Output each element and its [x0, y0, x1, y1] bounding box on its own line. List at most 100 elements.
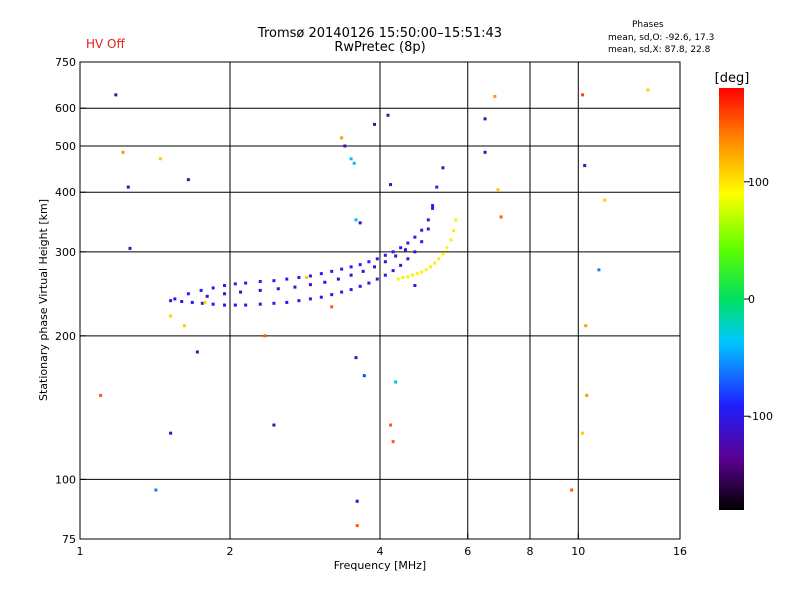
data-point	[349, 265, 353, 269]
data-point	[186, 178, 190, 182]
x-tick-label: 16	[673, 545, 687, 558]
data-point	[413, 235, 417, 239]
data-point	[375, 277, 379, 281]
data-point	[308, 297, 312, 301]
data-point	[343, 144, 347, 148]
data-point	[340, 290, 344, 294]
data-point	[435, 185, 439, 189]
data-point	[233, 282, 237, 286]
data-point	[399, 246, 403, 250]
data-point	[293, 285, 297, 289]
data-point	[349, 273, 353, 277]
data-point	[389, 423, 393, 427]
data-point	[308, 274, 312, 278]
data-point	[391, 250, 395, 254]
data-point	[355, 524, 359, 528]
data-point	[426, 218, 430, 222]
y-tick-label: 750	[55, 56, 76, 69]
data-point	[258, 279, 262, 283]
data-point	[391, 440, 395, 444]
y-tick-label: 75	[62, 533, 76, 546]
data-point	[399, 263, 403, 267]
data-point	[126, 185, 130, 189]
x-tick-label: 8	[527, 545, 534, 558]
data-point	[420, 228, 424, 232]
data-point	[263, 334, 267, 338]
data-point	[367, 260, 371, 264]
data-point	[349, 288, 353, 292]
data-point	[584, 324, 588, 328]
data-points	[99, 88, 650, 528]
data-point	[323, 280, 327, 284]
data-point	[239, 290, 243, 294]
data-point	[358, 221, 362, 225]
data-point	[205, 294, 209, 298]
data-point	[203, 300, 207, 304]
x-tick-label: 4	[377, 545, 384, 558]
data-point	[449, 238, 453, 242]
data-point	[297, 276, 301, 280]
data-point	[431, 204, 435, 208]
data-point	[383, 273, 387, 277]
data-point	[199, 288, 203, 292]
data-point	[426, 227, 430, 231]
data-point	[646, 88, 650, 92]
data-point	[319, 272, 323, 276]
data-point	[433, 261, 437, 265]
data-point	[319, 295, 323, 299]
data-point	[285, 277, 289, 281]
data-point	[285, 300, 289, 304]
data-point	[272, 423, 276, 427]
data-point	[340, 136, 344, 140]
data-point	[581, 431, 585, 435]
data-point	[499, 215, 503, 219]
data-point	[428, 265, 432, 269]
data-point	[121, 150, 125, 154]
hv-status-label: HV Off	[86, 37, 125, 51]
x-tick-label: 6	[464, 545, 471, 558]
data-point	[406, 257, 410, 261]
data-point	[349, 157, 353, 161]
data-point	[211, 286, 215, 290]
y-axis-label: Stationary phase Virtual Height [km]	[37, 199, 50, 401]
data-point	[223, 292, 227, 296]
data-point	[431, 206, 435, 210]
data-point	[182, 324, 186, 328]
data-point	[244, 303, 248, 307]
data-point	[272, 279, 276, 283]
data-point	[358, 263, 362, 267]
data-point	[383, 253, 387, 257]
data-point	[570, 488, 574, 492]
data-point	[403, 248, 407, 252]
data-point	[190, 300, 194, 304]
data-point	[340, 267, 344, 271]
data-point	[394, 254, 398, 258]
y-tick-label: 500	[55, 140, 76, 153]
grid-lines	[80, 62, 680, 539]
y-tick-label: 200	[55, 330, 76, 343]
colorbar-label: [deg]	[715, 71, 750, 86]
data-point	[394, 380, 398, 384]
data-point	[603, 198, 607, 202]
data-point	[195, 350, 199, 354]
phase-stats-o: mean, sd,O: -92.6, 17.3	[608, 33, 715, 43]
data-point	[362, 374, 366, 378]
colorbar	[719, 88, 744, 510]
data-point	[406, 275, 410, 279]
chart-subtitle: RwPretec (8p)	[334, 40, 426, 55]
data-point	[330, 293, 334, 297]
phase-stats-title: Phases	[632, 20, 664, 30]
data-point	[169, 314, 173, 318]
data-point	[581, 93, 585, 97]
data-point	[413, 283, 417, 287]
data-point	[305, 276, 309, 280]
data-point	[437, 257, 441, 261]
colorbar-tick-label: 0	[748, 293, 755, 306]
data-point	[276, 287, 280, 291]
data-point	[367, 281, 371, 285]
x-tick-label: 10	[571, 545, 585, 558]
data-point	[361, 269, 365, 273]
data-point	[169, 431, 173, 435]
data-point	[583, 164, 587, 168]
data-point	[354, 356, 358, 360]
